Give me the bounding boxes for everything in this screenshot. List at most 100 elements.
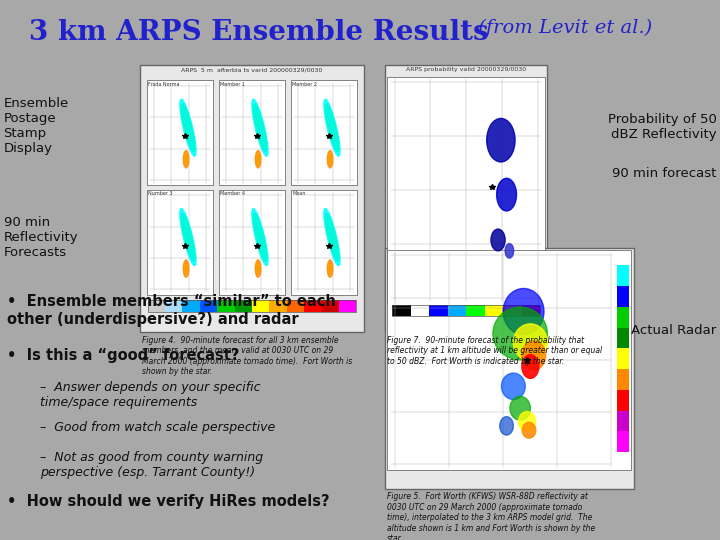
FancyBboxPatch shape <box>617 431 629 452</box>
Ellipse shape <box>253 104 266 151</box>
Ellipse shape <box>185 118 191 137</box>
Ellipse shape <box>256 153 260 165</box>
Ellipse shape <box>328 223 336 251</box>
Ellipse shape <box>183 109 194 147</box>
FancyBboxPatch shape <box>200 300 217 312</box>
Text: •  Ensemble members “similar” to each
other (underdispersive?) and radar: • Ensemble members “similar” to each oth… <box>7 294 336 327</box>
Ellipse shape <box>184 223 192 251</box>
Text: Mean: Mean <box>292 191 306 196</box>
Ellipse shape <box>510 396 531 420</box>
Text: Member 4: Member 4 <box>220 191 246 196</box>
Ellipse shape <box>186 123 189 132</box>
FancyBboxPatch shape <box>291 190 357 295</box>
FancyBboxPatch shape <box>165 300 182 312</box>
FancyBboxPatch shape <box>485 305 503 316</box>
Ellipse shape <box>256 113 264 142</box>
Ellipse shape <box>252 208 268 266</box>
FancyBboxPatch shape <box>467 305 485 316</box>
Ellipse shape <box>325 213 338 261</box>
Ellipse shape <box>329 157 331 162</box>
Text: ARPS  5 m  afterbia ts varid 200000329/0030: ARPS 5 m afterbia ts varid 200000329/003… <box>181 68 323 72</box>
Text: Probability of 50
dBZ Reflectivity: Probability of 50 dBZ Reflectivity <box>608 113 716 141</box>
Ellipse shape <box>328 260 333 277</box>
Text: Ensemble
Postage
Stamp
Display: Ensemble Postage Stamp Display <box>4 97 69 155</box>
Ellipse shape <box>258 123 261 132</box>
FancyBboxPatch shape <box>182 300 200 312</box>
Ellipse shape <box>180 99 196 156</box>
Ellipse shape <box>329 266 331 272</box>
Ellipse shape <box>253 213 266 261</box>
Text: Figure 5.  Fort Worth (KFWS) WSR-88D reflectivity at
0030 UTC on 29 March 2000 (: Figure 5. Fort Worth (KFWS) WSR-88D refl… <box>387 492 595 540</box>
FancyBboxPatch shape <box>387 77 545 303</box>
Ellipse shape <box>324 99 340 156</box>
FancyBboxPatch shape <box>617 369 629 390</box>
FancyBboxPatch shape <box>385 65 547 332</box>
FancyBboxPatch shape <box>448 305 467 316</box>
Ellipse shape <box>255 218 266 256</box>
Ellipse shape <box>183 218 194 256</box>
FancyBboxPatch shape <box>387 250 631 470</box>
FancyBboxPatch shape <box>291 80 357 186</box>
Ellipse shape <box>184 263 188 274</box>
FancyBboxPatch shape <box>304 300 322 312</box>
FancyBboxPatch shape <box>411 305 429 316</box>
Text: Figure 7.  90-minute forecast of the probability that
reflectivity at 1 km altit: Figure 7. 90-minute forecast of the prob… <box>387 336 602 366</box>
Ellipse shape <box>329 227 335 247</box>
Ellipse shape <box>513 324 547 361</box>
FancyBboxPatch shape <box>269 300 287 312</box>
Text: Member 1: Member 1 <box>220 82 246 86</box>
FancyBboxPatch shape <box>617 286 629 307</box>
FancyBboxPatch shape <box>339 300 356 312</box>
Text: 3 km ARPS Ensemble Results: 3 km ARPS Ensemble Results <box>29 19 488 46</box>
Ellipse shape <box>522 355 539 379</box>
FancyBboxPatch shape <box>521 305 540 316</box>
Ellipse shape <box>325 104 338 151</box>
Ellipse shape <box>258 232 261 242</box>
Ellipse shape <box>184 260 189 277</box>
Ellipse shape <box>256 151 261 168</box>
Text: –  Not as good from county warning
perspective (esp. Tarrant County!): – Not as good from county warning perspe… <box>40 451 263 479</box>
Text: Number 3: Number 3 <box>148 191 173 196</box>
Ellipse shape <box>185 266 187 272</box>
Ellipse shape <box>257 118 263 137</box>
FancyBboxPatch shape <box>148 300 165 312</box>
Ellipse shape <box>328 151 333 168</box>
Ellipse shape <box>256 260 261 277</box>
FancyBboxPatch shape <box>617 390 629 411</box>
FancyBboxPatch shape <box>219 80 285 186</box>
FancyBboxPatch shape <box>429 305 448 316</box>
Text: •  Is this a “good” forecast?: • Is this a “good” forecast? <box>7 348 240 363</box>
Ellipse shape <box>501 373 526 400</box>
Ellipse shape <box>255 109 266 147</box>
FancyBboxPatch shape <box>617 265 629 286</box>
FancyBboxPatch shape <box>392 305 411 316</box>
FancyBboxPatch shape <box>235 300 252 312</box>
FancyBboxPatch shape <box>617 348 629 369</box>
Text: ARPS probability valid 20000329/0030: ARPS probability valid 20000329/0030 <box>406 68 526 72</box>
Ellipse shape <box>487 118 515 162</box>
Ellipse shape <box>328 153 332 165</box>
Ellipse shape <box>493 307 547 360</box>
Ellipse shape <box>184 153 188 165</box>
FancyBboxPatch shape <box>385 248 634 489</box>
Ellipse shape <box>491 229 505 251</box>
Ellipse shape <box>330 123 333 132</box>
Text: Figure 4.  90-minute forecast for all 3 km ensemble
members, and the mean, valid: Figure 4. 90-minute forecast for all 3 k… <box>142 336 352 376</box>
Ellipse shape <box>180 208 196 266</box>
FancyBboxPatch shape <box>147 190 213 295</box>
Ellipse shape <box>328 263 332 274</box>
Text: Actual Radar: Actual Radar <box>631 324 716 337</box>
FancyBboxPatch shape <box>503 305 521 316</box>
FancyBboxPatch shape <box>147 80 213 186</box>
FancyBboxPatch shape <box>252 300 269 312</box>
Text: Member 2: Member 2 <box>292 82 318 86</box>
Ellipse shape <box>518 411 536 431</box>
Ellipse shape <box>327 109 338 147</box>
Ellipse shape <box>185 157 187 162</box>
Ellipse shape <box>257 157 259 162</box>
Ellipse shape <box>324 208 340 266</box>
Ellipse shape <box>185 227 191 247</box>
Ellipse shape <box>186 232 189 242</box>
Ellipse shape <box>522 341 546 370</box>
Ellipse shape <box>327 218 338 256</box>
